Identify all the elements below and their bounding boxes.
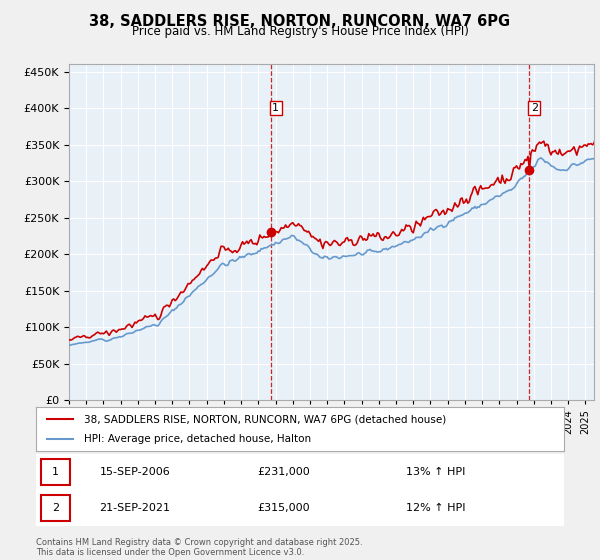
Text: Price paid vs. HM Land Registry's House Price Index (HPI): Price paid vs. HM Land Registry's House … bbox=[131, 25, 469, 38]
Text: 38, SADDLERS RISE, NORTON, RUNCORN, WA7 6PG (detached house): 38, SADDLERS RISE, NORTON, RUNCORN, WA7 … bbox=[83, 414, 446, 424]
Text: 1: 1 bbox=[272, 103, 279, 113]
Text: HPI: Average price, detached house, Halton: HPI: Average price, detached house, Halt… bbox=[83, 433, 311, 444]
Text: £231,000: £231,000 bbox=[258, 467, 311, 477]
Text: 2: 2 bbox=[52, 503, 59, 513]
Text: £315,000: £315,000 bbox=[258, 503, 310, 513]
Text: 12% ↑ HPI: 12% ↑ HPI bbox=[406, 503, 465, 513]
Text: Contains HM Land Registry data © Crown copyright and database right 2025.
This d: Contains HM Land Registry data © Crown c… bbox=[36, 538, 362, 557]
Text: 15-SEP-2006: 15-SEP-2006 bbox=[100, 467, 170, 477]
Text: 13% ↑ HPI: 13% ↑ HPI bbox=[406, 467, 465, 477]
FancyBboxPatch shape bbox=[41, 459, 70, 484]
Text: 2: 2 bbox=[530, 103, 538, 113]
Text: 21-SEP-2021: 21-SEP-2021 bbox=[100, 503, 170, 513]
Text: 38, SADDLERS RISE, NORTON, RUNCORN, WA7 6PG: 38, SADDLERS RISE, NORTON, RUNCORN, WA7 … bbox=[89, 14, 511, 29]
Text: 1: 1 bbox=[52, 467, 59, 477]
FancyBboxPatch shape bbox=[41, 496, 70, 521]
